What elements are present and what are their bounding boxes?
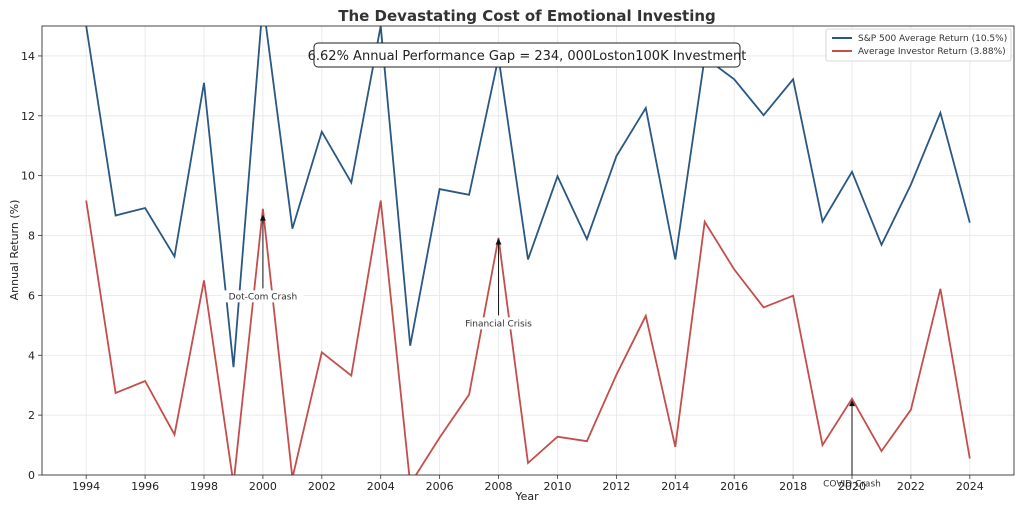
x-tick-label: 2006: [426, 480, 454, 493]
grid: [42, 26, 1014, 476]
annotation-label-bg: [817, 477, 887, 490]
y-tick-label: 4: [28, 349, 35, 362]
annotation: Dot-Com Crash: [222, 214, 304, 303]
y-tick-label: 12: [21, 110, 35, 123]
x-tick-label: 2010: [543, 480, 571, 493]
annotation-label: Dot-Com Crash: [229, 292, 298, 302]
x-tick-label: 2022: [897, 480, 925, 493]
series-line-investor: [85, 200, 971, 475]
y-axis-label: Annual Return (%): [8, 200, 21, 301]
x-axis-label: Year: [514, 490, 539, 503]
plot-frame: [41, 25, 1015, 476]
x-tick-label: 2000: [249, 480, 277, 493]
x-tick-label: 2024: [956, 480, 984, 493]
series-layer: [85, 26, 971, 475]
y-tick-label: 6: [28, 289, 35, 302]
annotation-label-bg: [449, 317, 548, 330]
annotation-arrowhead: [259, 214, 266, 221]
annotation: COVID Crash: [817, 400, 887, 490]
x-tick-label: 2014: [661, 480, 689, 493]
x-tick-label: 2012: [602, 480, 630, 493]
x-tick-label: 1994: [72, 480, 100, 493]
gap-label: 6.62% Annual Performance Gap = 234, 000L…: [308, 49, 747, 64]
annotations: Dot-Com Crash Financial Crisis COVID Crash: [222, 214, 887, 490]
annotation-arrowhead: [495, 238, 502, 245]
annotation-label-bg: [222, 290, 304, 303]
x-tick-label: 2020: [838, 480, 866, 493]
y-tick-label: 2: [28, 409, 35, 422]
legend-label-sp500: S&P 500 Average Return (10.5%): [858, 34, 1007, 44]
x-tick-label: 1998: [190, 480, 218, 493]
legend-frame: [825, 28, 1012, 62]
x-tick-label: 2004: [367, 480, 395, 493]
gap-label-box: 6.62% Annual Performance Gap = 234, 000L…: [308, 42, 747, 68]
x-tick-label: 1996: [131, 480, 159, 493]
y-tick-label: 8: [28, 230, 35, 243]
x-tick-label: 2002: [308, 480, 336, 493]
y-tick-label: 10: [21, 170, 35, 183]
y-tick-label: 0: [28, 469, 35, 482]
annotation-arrowhead: [849, 400, 855, 407]
x-tick-label: 2018: [779, 480, 807, 493]
gap-label-frame: [313, 42, 741, 68]
series-line-sp500: [85, 26, 971, 368]
annotation-label: Financial Crisis: [465, 319, 532, 329]
x-tick-label: 2008: [485, 480, 513, 493]
annotation-label: COVID Crash: [823, 479, 881, 489]
x-tick-label: 2016: [720, 480, 748, 493]
legend: S&P 500 Average Return (10.5%) Average I…: [825, 28, 1012, 62]
y-tick-label: 14: [21, 50, 35, 63]
chart-title: The Devastating Cost of Emotional Invest…: [338, 7, 716, 25]
ticks: 1994 1996 1998 2000 2002 2004 2006 2008 2010 2012…: [21, 50, 984, 493]
annotation: Financial Crisis: [449, 238, 548, 330]
legend-label-investor: Average Investor Return (3.88%): [858, 47, 1006, 57]
